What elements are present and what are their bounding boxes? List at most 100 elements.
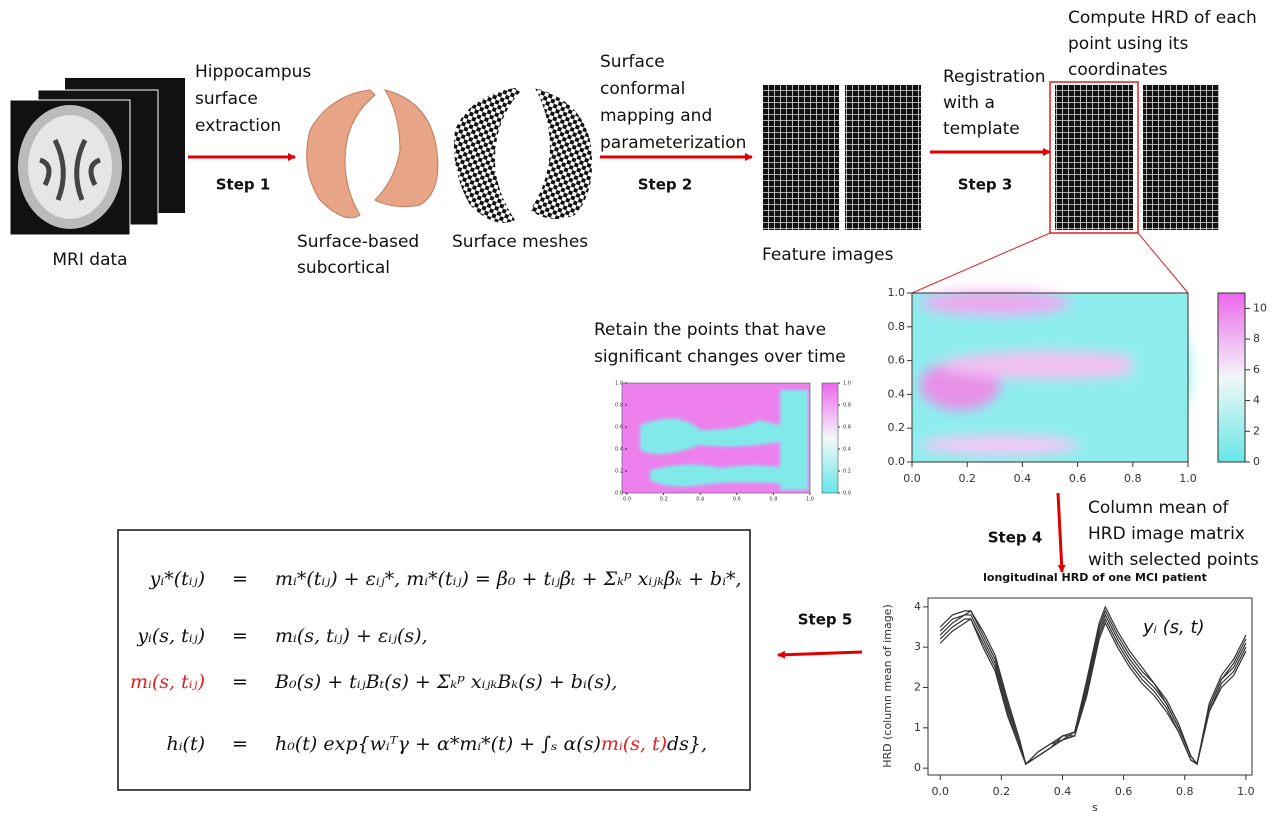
plot-title: longitudinal HRD of one MCI patient [983, 571, 1207, 584]
x-axis-label: s [1092, 801, 1098, 814]
label: significant changes over time [594, 347, 846, 367]
x-tick-label: 0.2 [993, 785, 1011, 798]
equation-rhs: h₀(t) exp{wᵢᵀγ + α*mᵢ*(t) + ∫ₛ α(s)mᵢ(s,… [275, 733, 707, 755]
label: Hippocampus [195, 62, 311, 82]
colorbar-tick-label: 0.0 [843, 491, 851, 497]
y-tick-label: 0.4 [615, 447, 623, 453]
step-label: Step 5 [798, 611, 853, 629]
x-tick-label: 0.4 [1014, 472, 1032, 485]
step-label: Step 2 [638, 176, 693, 194]
label: mapping and [600, 106, 712, 126]
label: Feature images [762, 245, 894, 265]
label: point using its [1068, 34, 1188, 54]
label: subcortical [297, 258, 390, 278]
step-label: Step 3 [958, 176, 1013, 194]
y-tick-label: 0.0 [888, 455, 906, 468]
y-tick-label: 4 [914, 600, 921, 613]
equation-part: ds}, [667, 733, 707, 755]
equation-relation: = [232, 733, 248, 755]
x-tick-label: 1.0 [806, 497, 814, 503]
label: Retain the points that have [594, 320, 826, 340]
label: Compute HRD of each [1068, 8, 1257, 28]
equation-lhs: hᵢ(t) [166, 733, 205, 755]
x-tick-label: 0.0 [903, 472, 921, 485]
page: { "labels": { "mri": ["MRI data"], "extr… [0, 0, 1284, 818]
y-tick-label: 0.8 [888, 320, 906, 333]
equation-lhs: yᵢ(s, tᵢⱼ) [136, 625, 205, 647]
equation-part: mᵢ*(tᵢⱼ) + εᵢⱼ*, mᵢ*(tᵢⱼ) = β₀ + tᵢⱼβₜ +… [275, 568, 742, 590]
y-tick-label: 1.0 [615, 381, 623, 387]
equation-part: h₀(t) exp{wᵢᵀγ + α*mᵢ*(t) + ∫ₛ α(s) [275, 733, 601, 755]
diagram: HippocampussurfaceextractionMRI dataSurf… [0, 0, 1284, 818]
y-tick-label: 0.0 [615, 491, 623, 497]
equation-part: mᵢ(s, t) [601, 733, 667, 755]
equation-part: hᵢ(t) [166, 733, 205, 755]
colorbar-tick-label: 0 [1253, 455, 1260, 468]
registered-image [1055, 85, 1133, 230]
equation-lhs: mᵢ(s, tᵢⱼ) [130, 671, 205, 693]
x-tick-label: 0.6 [1069, 472, 1087, 485]
colorbar-tick-label: 0.2 [843, 469, 851, 475]
x-tick-label: 0.4 [696, 497, 704, 503]
label: with selected points [1088, 550, 1259, 570]
equation-lhs: yᵢ*(tᵢⱼ) [149, 568, 205, 590]
x-tick-label: 0.2 [660, 497, 668, 503]
significance-map [622, 383, 838, 493]
colorbar-tick-label: 0.4 [843, 447, 851, 453]
feature-image [845, 85, 921, 230]
label: Column mean of [1088, 498, 1230, 518]
surface-meshes [454, 88, 592, 223]
label: Surface [600, 52, 665, 72]
x-tick-label: 0.0 [931, 785, 949, 798]
label: template [943, 119, 1020, 139]
registered-image [1143, 85, 1219, 230]
colorbar-tick-label: 4 [1253, 394, 1260, 407]
colorbar-tick-label: 0.8 [843, 403, 851, 409]
colorbar-tick-label: 6 [1253, 363, 1260, 376]
y-tick-label: 0.8 [615, 403, 623, 409]
equation-relation: = [232, 568, 248, 590]
equation-part: B₀(s) + tᵢⱼBₜ(s) + Σₖᵖ xᵢⱼₖBₖ(s) + bᵢ(s)… [274, 671, 617, 693]
label: Surface-based [297, 232, 419, 252]
equation-relation: = [232, 671, 248, 693]
y-tick-label: 1 [914, 721, 921, 734]
equation-rhs: mᵢ(s, tᵢⱼ) + εᵢⱼ(s), [275, 625, 428, 647]
y-axis-label: HRD (column mean of image) [881, 604, 894, 768]
label: with a [943, 93, 995, 113]
x-tick-label: 1.0 [1237, 785, 1255, 798]
colorbar-tick-label: 8 [1253, 332, 1260, 345]
hippocampus-surface [307, 90, 438, 218]
mri-images [10, 78, 185, 235]
feature-image [763, 85, 839, 230]
equation-part: yᵢ(s, tᵢⱼ) [136, 625, 205, 647]
label: MRI data [52, 250, 127, 270]
zoom-line [912, 233, 1050, 293]
x-tick-label: 0.4 [1054, 785, 1072, 798]
step-label: Step 1 [216, 176, 271, 194]
y-tick-label: 0.2 [888, 421, 906, 434]
equation-part: yᵢ*(tᵢⱼ) [149, 568, 205, 590]
y-tick-label: 0 [914, 761, 921, 774]
y-tick-label: 0.4 [888, 387, 906, 400]
label: parameterization [600, 133, 746, 153]
x-tick-label: 0.6 [733, 497, 741, 503]
label: surface [195, 89, 258, 109]
colorbar-tick-label: 2 [1253, 424, 1260, 437]
equation-part: mᵢ(s, tᵢⱼ) + εᵢⱼ(s), [275, 625, 428, 647]
hrd-heatmap [912, 291, 1245, 462]
equation-relation: = [232, 625, 248, 647]
x-tick-label: 0.8 [769, 497, 777, 503]
x-tick-label: 0.8 [1124, 472, 1142, 485]
curve-annotation: yᵢ (s, t) [1142, 617, 1205, 638]
x-tick-label: 0.6 [1115, 785, 1133, 798]
x-tick-label: 0.0 [623, 497, 631, 503]
y-tick-label: 1.0 [888, 286, 906, 299]
label: Registration [943, 67, 1046, 87]
label: conformal [600, 79, 685, 99]
label: coordinates [1068, 60, 1168, 80]
equation-rhs: B₀(s) + tᵢⱼBₜ(s) + Σₖᵖ xᵢⱼₖBₖ(s) + bᵢ(s)… [274, 671, 617, 693]
label: Surface meshes [452, 232, 588, 252]
y-tick-label: 0.2 [615, 469, 623, 475]
y-tick-label: 2 [914, 681, 921, 694]
equation-rhs: mᵢ*(tᵢⱼ) + εᵢⱼ*, mᵢ*(tᵢⱼ) = β₀ + tᵢⱼβₜ +… [275, 568, 742, 590]
